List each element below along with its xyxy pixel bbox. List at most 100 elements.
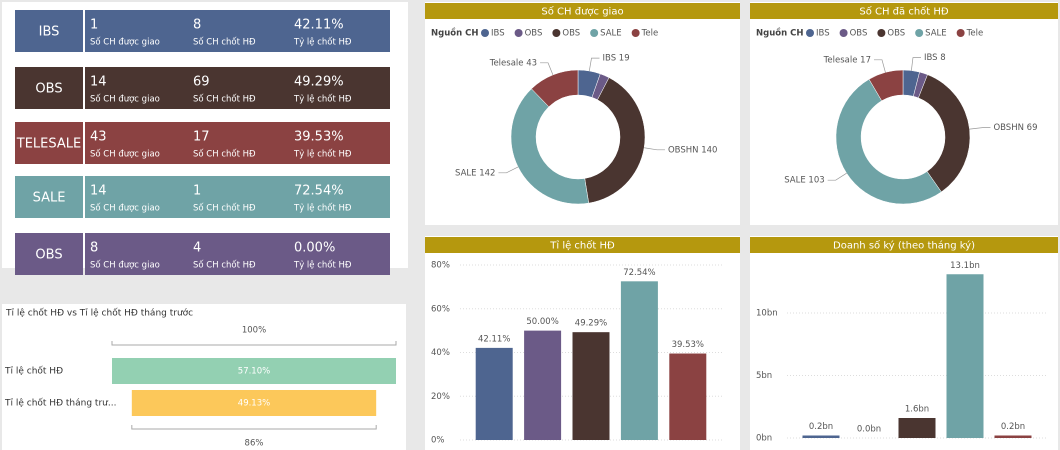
- y-tick-label: 10bn: [756, 309, 778, 319]
- leader-line: [827, 172, 847, 181]
- bar: [994, 435, 1032, 438]
- card-value: 17: [193, 130, 210, 145]
- chart-title: Tỉ lệ chốt HĐ: [549, 240, 615, 252]
- card-value: 0.00%: [294, 241, 335, 256]
- category-label: Tỉ lệ chốt HĐ: [4, 366, 63, 377]
- leader-line: [911, 57, 921, 71]
- data-label: 49.13%: [238, 399, 270, 409]
- card-label: TELESALE: [16, 137, 81, 152]
- legend-swatch: [590, 29, 599, 37]
- y-tick-label: 5bn: [756, 371, 772, 381]
- legend-label: IBS: [491, 29, 505, 39]
- category-label: Tỉ lệ chốt HĐ tháng trư...: [4, 398, 116, 409]
- chart-title: Số CH được giao: [541, 6, 623, 18]
- card-body: [85, 233, 390, 275]
- legend-label: Tele: [966, 29, 984, 39]
- card-caption: Số CH chốt HĐ: [193, 149, 256, 160]
- y-tick-label: 20%: [431, 392, 450, 402]
- legend-label: SALE: [925, 29, 946, 39]
- panel-header: [750, 3, 1058, 19]
- data-label: 72.54%: [623, 268, 655, 278]
- card-caption: Số CH được giao: [90, 37, 160, 48]
- card-caption: Số CH chốt HĐ: [193, 37, 256, 48]
- data-label: Telesale 43: [489, 58, 537, 68]
- bracket: [131, 425, 377, 430]
- y-tick-label: 60%: [431, 304, 450, 314]
- data-label: IBS 8: [924, 53, 946, 63]
- bracket: [111, 341, 397, 346]
- card-caption: Tỷ lệ chốt HĐ: [293, 149, 352, 160]
- card-value: 72.54%: [294, 184, 344, 199]
- bar: [475, 347, 513, 440]
- donut-slice: [531, 69, 579, 108]
- data-label: OBSHN 69: [993, 123, 1037, 133]
- legend-swatch: [915, 29, 924, 37]
- card-caption: Tỷ lệ chốt HĐ: [293, 203, 352, 214]
- bar: [898, 418, 936, 438]
- annotation: 86%: [245, 439, 264, 449]
- card-value: 1: [193, 184, 201, 199]
- card-label-box: [15, 122, 83, 164]
- card-label: OBS: [35, 82, 62, 97]
- card-body: [85, 10, 390, 52]
- legend-label: OBS: [850, 29, 868, 39]
- leader-line: [644, 147, 665, 151]
- card-body: [85, 176, 390, 218]
- data-label: 49.29%: [575, 319, 607, 329]
- donut-slice: [510, 88, 590, 205]
- card-label-box: [15, 233, 83, 275]
- card-value: 8: [193, 18, 201, 33]
- card-caption: Số CH chốt HĐ: [193, 203, 256, 214]
- card-value: 39.53%: [294, 130, 344, 145]
- data-label: 57.10%: [238, 367, 270, 377]
- data-label: 0.0bn: [857, 425, 881, 435]
- card-label-box: [15, 176, 83, 218]
- bar: [572, 332, 610, 440]
- chart-title: Tỉ lệ chốt HĐ vs Tỉ lệ chốt HĐ tháng trư…: [5, 308, 193, 319]
- legend-swatch: [877, 29, 886, 37]
- bar: [802, 435, 840, 438]
- data-label: Telesale 17: [823, 55, 871, 65]
- data-label: IBS 19: [603, 54, 630, 64]
- y-tick-label: 0bn: [756, 434, 772, 444]
- donut-slice: [835, 78, 942, 205]
- card-value: 43: [90, 130, 107, 145]
- card-caption: Số CH chốt HĐ: [193, 260, 256, 271]
- data-label: SALE 103: [784, 176, 824, 186]
- funnel-bar: [112, 358, 396, 384]
- chart-title: Doanh số ký (theo tháng ký): [833, 240, 975, 252]
- card-value: 42.11%: [294, 18, 344, 33]
- bar: [524, 330, 562, 440]
- data-label: 13.1bn: [950, 261, 980, 271]
- card-value: 14: [90, 75, 107, 90]
- leader-line: [873, 59, 886, 73]
- card-caption: Tỷ lệ chốt HĐ: [293, 94, 352, 105]
- donut-slice: [868, 69, 904, 102]
- leader-line: [969, 127, 991, 130]
- legend-swatch: [839, 29, 848, 37]
- y-tick-label: 80%: [431, 261, 450, 271]
- card-body: [85, 122, 390, 164]
- data-label: 0.2bn: [809, 422, 833, 432]
- card-caption: Số CH được giao: [90, 149, 160, 160]
- panel-header: [425, 3, 740, 19]
- legend-swatch: [514, 29, 523, 37]
- legend-label: SALE: [600, 29, 621, 39]
- legend-swatch: [631, 29, 640, 37]
- card-caption: Số CH chốt HĐ: [193, 94, 256, 105]
- legend-label: OBS: [562, 29, 580, 39]
- data-label: 50.00%: [526, 317, 558, 327]
- card-label: SALE: [33, 191, 66, 206]
- card-caption: Số CH được giao: [90, 260, 160, 271]
- card-value: 49.29%: [294, 75, 344, 90]
- card-value: 14: [90, 184, 107, 199]
- legend-title: Nguồn CH: [431, 28, 478, 39]
- leader-line: [540, 62, 554, 76]
- panel-header: [425, 237, 740, 253]
- card-label-box: [15, 10, 83, 52]
- donut-slice: [584, 77, 646, 204]
- data-label: SALE 142: [455, 168, 495, 178]
- card-value: 8: [90, 241, 98, 256]
- card-caption: Tỷ lệ chốt HĐ: [293, 37, 352, 48]
